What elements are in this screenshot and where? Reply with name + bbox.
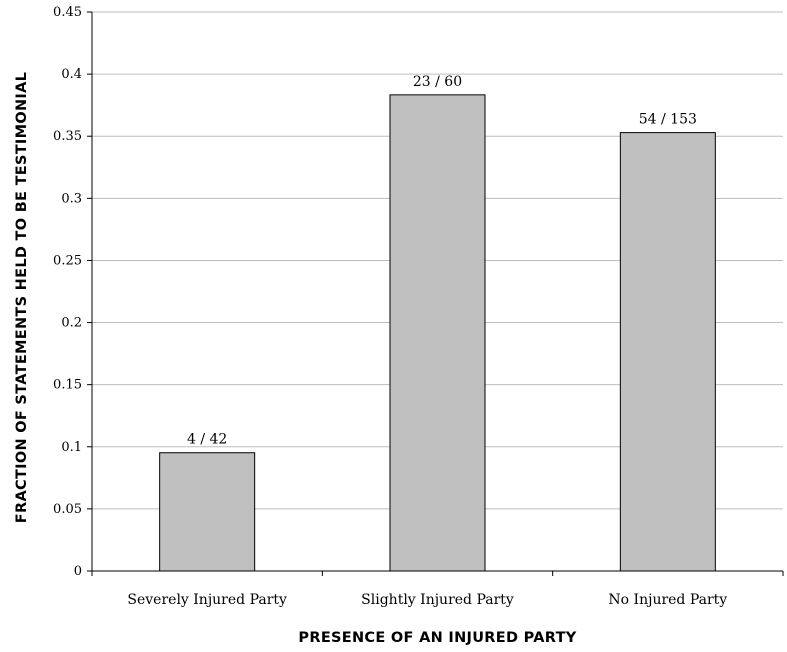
y-tick-label: 0.4: [61, 67, 82, 82]
y-tick-label: 0: [74, 564, 82, 579]
axes: [91, 12, 783, 572]
y-tick-label: 0.45: [53, 5, 82, 20]
y-ticks: 0 0.05 0.1 0.15 0.2 0.25 0.3 0.35 0.4 0.45: [53, 5, 92, 579]
bars: [159, 94, 716, 572]
y-axis-title: FRACTION OF STATEMENTS HELD TO BE TESTIM…: [14, 72, 30, 523]
bar: [159, 452, 256, 572]
y-tick-label: 0.1: [61, 440, 82, 455]
x-category-label: Slightly Injured Party: [361, 592, 514, 608]
y-tick-label: 0.2: [61, 316, 82, 331]
data-label: 4 / 42: [187, 432, 227, 448]
y-tick-label: 0.15: [53, 378, 82, 393]
data-label: 23 / 60: [413, 74, 462, 90]
y-tick-label: 0.05: [53, 502, 82, 517]
x-category-label: No Injured Party: [608, 592, 727, 608]
x-axis-title: PRESENCE OF AN INJURED PARTY: [298, 630, 576, 646]
y-tick-label: 0.35: [53, 129, 82, 144]
y-tick-label: 0.25: [53, 253, 82, 268]
y-tick-label: 0.3: [61, 191, 82, 206]
data-label: 54 / 153: [639, 112, 697, 128]
bar: [619, 132, 716, 572]
x-category-label: Severely Injured Party: [127, 592, 287, 608]
x-ticks: Severely Injured Party Slightly Injured P…: [91, 571, 784, 608]
data-labels: 4 / 42 23 / 60 54 / 153: [187, 74, 697, 448]
bar: [389, 94, 486, 572]
